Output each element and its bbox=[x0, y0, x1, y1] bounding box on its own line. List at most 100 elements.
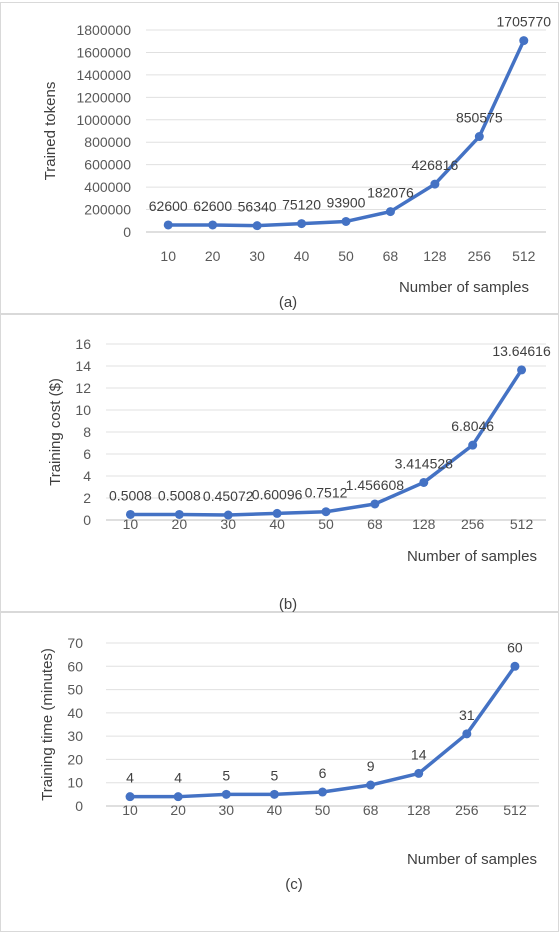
y-tick-label: 10 bbox=[67, 775, 83, 791]
data-label: 31 bbox=[459, 707, 475, 723]
x-tick-label: 40 bbox=[294, 248, 310, 264]
y-tick-label: 1600000 bbox=[76, 44, 131, 60]
figure-caption: (a) bbox=[279, 294, 297, 311]
x-tick-label: 128 bbox=[412, 516, 436, 532]
x-tick-label: 512 bbox=[512, 248, 536, 264]
y-tick-label: 14 bbox=[75, 358, 91, 374]
x-tick-label: 30 bbox=[249, 248, 265, 264]
y-axis-title: Trained tokens bbox=[42, 82, 59, 181]
y-tick-label: 60 bbox=[67, 658, 83, 674]
y-tick-label: 600000 bbox=[84, 157, 131, 173]
data-label: 0.7512 bbox=[305, 485, 348, 501]
x-tick-label: 30 bbox=[218, 802, 234, 818]
data-point bbox=[173, 792, 183, 802]
data-label: 6.8046 bbox=[451, 418, 494, 434]
x-axis-title: Number of samples bbox=[407, 548, 537, 565]
data-label: 0.5008 bbox=[109, 487, 152, 503]
data-point bbox=[221, 789, 231, 799]
data-point bbox=[125, 792, 135, 802]
data-point bbox=[297, 219, 307, 229]
x-tick-label: 68 bbox=[363, 802, 379, 818]
data-label: 60 bbox=[507, 639, 523, 655]
trained-tokens-chart: 0 200000 400000 600000 800000 1000000 1200000 1… bbox=[42, 14, 552, 311]
figure-caption: (c) bbox=[285, 876, 303, 893]
data-label: 9 bbox=[367, 758, 375, 774]
x-tick-label: 512 bbox=[503, 802, 527, 818]
y-tick-label: 800000 bbox=[84, 134, 131, 150]
data-label: 13.64616 bbox=[492, 343, 551, 359]
y-tick-label: 400000 bbox=[84, 179, 131, 195]
data-label: 0.60096 bbox=[252, 486, 303, 502]
x-tick-label: 256 bbox=[468, 248, 492, 264]
data-label: 6 bbox=[319, 765, 327, 781]
y-tick-label: 6 bbox=[83, 446, 91, 462]
y-axis-title: Training time (minutes) bbox=[39, 648, 56, 801]
data-point bbox=[419, 477, 429, 487]
data-point bbox=[474, 132, 484, 142]
data-label: 3.414528 bbox=[395, 455, 454, 471]
x-tick-label: 40 bbox=[267, 802, 283, 818]
data-point bbox=[517, 365, 527, 375]
data-point bbox=[208, 220, 218, 230]
y-tick-label: 0 bbox=[83, 512, 91, 528]
x-tick-label: 68 bbox=[367, 516, 383, 532]
x-tick-label: 10 bbox=[160, 248, 176, 264]
training-time-chart: 0 10 20 30 40 50 60 70 10 20 30 40 50 68 128 256 512 4 4 5 5… bbox=[39, 635, 539, 893]
data-point bbox=[174, 509, 184, 519]
data-label: 182076 bbox=[367, 185, 414, 201]
data-point bbox=[385, 207, 395, 217]
y-tick-label: 20 bbox=[67, 751, 83, 767]
data-point bbox=[252, 221, 262, 231]
data-label: 5 bbox=[222, 767, 230, 783]
y-tick-label: 1000000 bbox=[76, 112, 131, 128]
data-point bbox=[366, 780, 376, 790]
y-tick-label: 1400000 bbox=[76, 67, 131, 83]
y-tick-label: 1800000 bbox=[76, 22, 131, 38]
x-tick-label: 256 bbox=[455, 802, 479, 818]
data-point bbox=[269, 789, 279, 799]
x-axis-title: Number of samples bbox=[399, 279, 529, 296]
data-label: 0.5008 bbox=[158, 487, 201, 503]
data-point bbox=[318, 787, 327, 797]
figure-caption: (b) bbox=[279, 596, 297, 613]
y-tick-label: 12 bbox=[75, 380, 91, 396]
data-point bbox=[341, 216, 351, 226]
x-tick-label: 50 bbox=[338, 248, 354, 264]
data-label: 14 bbox=[411, 746, 427, 762]
y-tick-label: 40 bbox=[67, 705, 83, 721]
y-axis-title: Training cost ($) bbox=[47, 378, 64, 486]
x-tick-label: 50 bbox=[318, 516, 334, 532]
data-label: 75120 bbox=[282, 197, 321, 213]
data-point bbox=[370, 499, 380, 509]
y-tick-label: 50 bbox=[67, 682, 83, 698]
x-tick-label: 512 bbox=[510, 516, 534, 532]
x-tick-label: 40 bbox=[269, 516, 285, 532]
data-point bbox=[223, 510, 233, 520]
y-tick-label: 0 bbox=[123, 224, 131, 240]
x-tick-label: 20 bbox=[172, 516, 188, 532]
y-tick-label: 2 bbox=[83, 490, 91, 506]
y-tick-label: 200000 bbox=[84, 202, 131, 218]
x-tick-label: 10 bbox=[122, 802, 138, 818]
data-label: 62600 bbox=[149, 198, 188, 214]
x-tick-label: 20 bbox=[205, 248, 221, 264]
chart-panel-trained-tokens: 0 200000 400000 600000 800000 1000000 1200000 1… bbox=[0, 2, 559, 314]
chart-panel-training-time: 0 10 20 30 40 50 60 70 10 20 30 40 50 68 128 256 512 4 4 5 5… bbox=[0, 612, 559, 932]
data-point bbox=[519, 36, 529, 46]
data-label: 62600 bbox=[193, 198, 232, 214]
data-label: 850575 bbox=[456, 110, 503, 126]
data-label: 0.45072 bbox=[203, 488, 254, 504]
data-point bbox=[272, 508, 282, 518]
data-label: 93900 bbox=[327, 194, 366, 210]
y-tick-label: 8 bbox=[83, 424, 91, 440]
data-point bbox=[510, 661, 520, 671]
x-tick-label: 50 bbox=[315, 802, 331, 818]
data-point bbox=[321, 507, 331, 517]
x-tick-label: 128 bbox=[423, 248, 447, 264]
data-label: 5 bbox=[270, 767, 278, 783]
data-point bbox=[414, 768, 424, 778]
y-tick-label: 1200000 bbox=[76, 89, 131, 105]
x-tick-label: 10 bbox=[123, 516, 139, 532]
data-label: 1705770 bbox=[497, 14, 552, 30]
